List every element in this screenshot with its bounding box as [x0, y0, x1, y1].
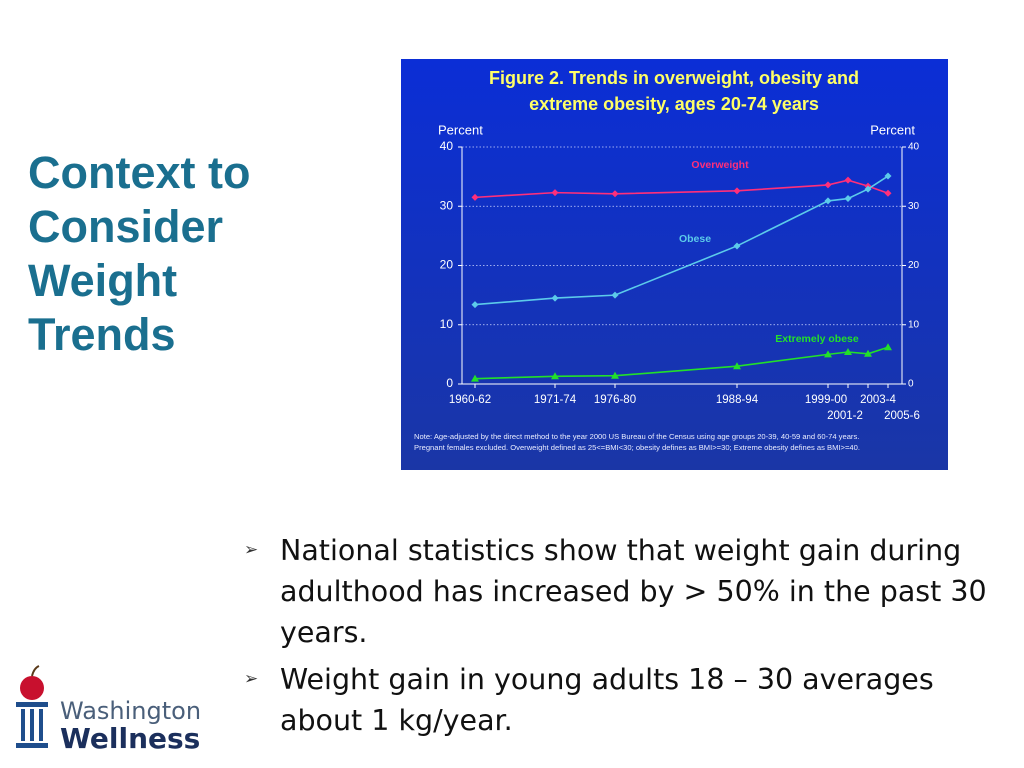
marker — [611, 371, 619, 379]
y2-tick-label: 30 — [908, 201, 920, 212]
marker — [824, 197, 832, 205]
logo-text: Washington — [60, 697, 201, 725]
marker — [884, 189, 892, 197]
chart: Figure 2. Trends in overweight, obesity … — [401, 59, 948, 470]
series-line — [474, 346, 889, 380]
bullet: National statistics show that weight gai… — [244, 530, 1014, 653]
y2-tick-label: 40 — [908, 142, 920, 153]
logo-pillar — [30, 709, 34, 741]
x-tick-label: 1999-00 — [805, 394, 847, 406]
marker — [611, 291, 619, 299]
y2-tick-label: 0 — [908, 379, 914, 390]
x-tick-label: 2003-4 — [860, 394, 896, 406]
y2-tick-label: 20 — [908, 260, 920, 271]
series-label: Overweight — [691, 159, 749, 171]
logo-pillar — [21, 709, 25, 741]
series-line — [474, 175, 889, 306]
marker — [471, 193, 479, 201]
marker — [733, 242, 741, 250]
logo-pillar — [39, 709, 43, 741]
marker — [884, 172, 892, 180]
series-line — [474, 179, 889, 199]
marker — [844, 348, 852, 356]
chart-title: Figure 2. Trends in overweight, obesity … — [489, 68, 859, 88]
x-tick-label: 2001-2 — [827, 410, 863, 422]
y-tick-label: 40 — [440, 139, 454, 153]
marker — [864, 349, 872, 357]
y2-tick-label: 10 — [908, 319, 920, 330]
x-tick-label: 2005-6 — [884, 410, 920, 422]
title-line: Context to — [28, 147, 251, 198]
marker — [471, 374, 479, 382]
marker — [733, 362, 741, 370]
logo-pillar — [16, 702, 48, 707]
chart-background — [401, 59, 948, 470]
logo-text: Wellness — [60, 722, 200, 755]
x-tick-label: 1976-80 — [594, 394, 636, 406]
slide-title: Context to Consider Weight Trends — [28, 146, 250, 362]
logo: Washington Wellness — [16, 665, 201, 755]
x-tick-label: 1960-62 — [449, 394, 491, 406]
marker — [824, 181, 832, 189]
logo-apple — [20, 676, 44, 700]
marker — [824, 350, 832, 358]
marker — [844, 176, 852, 184]
marker — [551, 294, 559, 302]
bullet-list: National statistics show that weight gai… — [244, 530, 1014, 747]
y-tick-label: 30 — [440, 198, 454, 212]
y2-axis-label: Percent — [870, 122, 915, 137]
y-axis-label: Percent — [438, 122, 483, 137]
series-label: Obese — [679, 233, 711, 245]
logo-pillar — [16, 743, 48, 748]
marker — [733, 187, 741, 195]
chart-note: Pregnant females excluded. Overweight de… — [414, 443, 860, 452]
title-line: Consider — [28, 201, 224, 252]
marker — [864, 185, 872, 193]
y-tick-label: 20 — [440, 258, 454, 272]
marker — [551, 372, 559, 380]
y-tick-label: 0 — [446, 376, 453, 390]
marker — [551, 189, 559, 197]
title-line: Trends — [28, 309, 176, 360]
marker — [884, 343, 892, 351]
bullet: Weight gain in young adults 18 – 30 aver… — [244, 659, 1014, 741]
y-tick-label: 10 — [440, 317, 454, 331]
x-tick-label: 1988-94 — [716, 394, 759, 406]
marker — [844, 195, 852, 203]
x-tick-label: 1971-74 — [534, 394, 577, 406]
chart-note: Note: Age-adjusted by the direct method … — [414, 432, 859, 441]
logo-stem — [31, 665, 40, 677]
marker — [611, 190, 619, 198]
series-label: Extremely obese — [775, 333, 859, 345]
chart-title: extreme obesity, ages 20-74 years — [529, 94, 819, 114]
marker — [471, 301, 479, 309]
title-line: Weight — [28, 255, 178, 306]
